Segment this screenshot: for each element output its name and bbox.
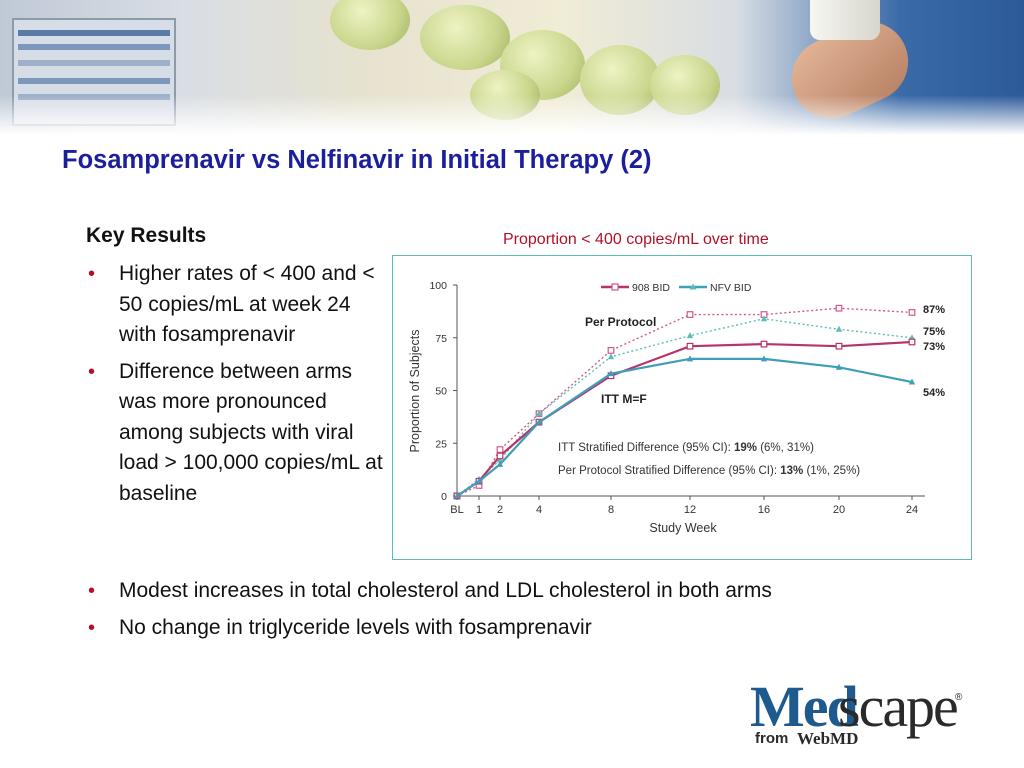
legend-label-908: 908 BID	[632, 282, 670, 294]
series-end-label: 87%	[923, 304, 945, 316]
bullet-list-top: • Higher rates of < 400 and < 50 copies/…	[86, 259, 386, 515]
x-tick-label: 16	[758, 504, 770, 516]
chart-legend: 908 BID NFV BID	[601, 282, 752, 294]
logo-webmd-text: WebMD	[797, 729, 859, 748]
list-item: • Modest increases in total cholesterol …	[86, 576, 986, 607]
list-item: • No change in triglyceride levels with …	[86, 613, 986, 644]
banner-pill-graphic	[420, 5, 510, 70]
data-point	[835, 363, 843, 370]
list-item: • Difference between arms was more prono…	[86, 357, 386, 510]
series-end-label: 75%	[923, 326, 945, 338]
data-point	[475, 477, 483, 484]
data-point	[908, 378, 916, 385]
data-point	[686, 332, 694, 339]
annotation-itt-difference: ITT Stratified Difference (95% CI): 19% …	[558, 442, 814, 454]
y-tick-label: 50	[435, 386, 447, 398]
x-tick-label: 12	[684, 504, 696, 516]
series-end-label: 54%	[923, 387, 945, 399]
data-point	[835, 304, 843, 312]
bullet-text: No change in triglyceride levels with fo…	[119, 615, 592, 639]
banner-monitor-graphic	[12, 18, 176, 126]
data-point	[535, 410, 543, 417]
y-tick-label: 25	[435, 438, 447, 450]
data-point	[908, 338, 916, 346]
legend-label-nfv: NFV BID	[710, 282, 752, 294]
x-tick-label: 4	[536, 504, 542, 516]
banner-pill-graphic	[580, 45, 660, 115]
line-chart: Proportion of Subjects Study Week 908 BI…	[408, 280, 945, 535]
data-point	[496, 460, 504, 467]
slide-title: Fosamprenavir vs Nelfinavir in Initial T…	[62, 146, 652, 174]
x-tick-label: 1	[476, 504, 482, 516]
x-tick-label: 8	[608, 504, 614, 516]
data-point	[496, 452, 504, 460]
y-tick-label: 75	[435, 333, 447, 345]
data-point	[607, 370, 615, 377]
banner-bottle-graphic	[810, 0, 880, 40]
x-tick-label: 2	[497, 504, 503, 516]
banner-pill-graphic	[470, 70, 540, 120]
data-point	[760, 340, 768, 348]
x-tick-label: 20	[833, 504, 845, 516]
key-results-heading: Key Results	[86, 224, 207, 247]
y-tick-label: 0	[441, 491, 447, 503]
bullet-icon: •	[88, 360, 96, 383]
logo-registered-mark: ®	[955, 692, 963, 703]
medscape-logo: Med scape ® from WebMD	[750, 678, 970, 750]
bullet-text: Higher rates of < 400 and < 50 copies/mL…	[119, 262, 375, 346]
data-point	[496, 446, 504, 453]
list-item: • Higher rates of < 400 and < 50 copies/…	[86, 259, 386, 351]
bullet-icon: •	[88, 616, 96, 639]
x-tick-label: 24	[906, 504, 918, 516]
data-point	[535, 418, 543, 425]
annotation-pp-difference: Per Protocol Stratified Difference (95% …	[558, 465, 860, 477]
x-axis-label: Study Week	[649, 521, 717, 535]
data-point	[453, 492, 461, 499]
annotation-itt: ITT M=F	[601, 392, 647, 406]
logo-from-text: from	[755, 730, 789, 747]
bullet-list-bottom: • Modest increases in total cholesterol …	[86, 576, 986, 649]
bullet-icon: •	[88, 263, 96, 285]
x-tick-label: BL	[450, 504, 463, 516]
logo-med-text: Med	[750, 674, 859, 739]
banner-pill-graphic	[330, 0, 410, 50]
bullet-text: Difference between arms was more pronoun…	[119, 359, 383, 505]
data-point	[908, 309, 916, 316]
bullet-text: Modest increases in total cholesterol an…	[119, 579, 772, 602]
annotation-per-protocol: Per Protocol	[585, 315, 656, 329]
chart-caption: Proportion < 400 copies/mL over time	[503, 231, 769, 248]
data-point	[607, 347, 615, 354]
y-axis-label: Proportion of Subjects	[408, 330, 422, 453]
chart-panel: Proportion of Subjects Study Week 908 BI…	[392, 255, 972, 560]
data-point	[835, 342, 843, 350]
data-point	[686, 311, 694, 318]
bullet-icon: •	[88, 580, 96, 602]
data-point	[760, 355, 768, 362]
series-end-label: 73%	[923, 341, 945, 353]
data-point	[835, 325, 843, 332]
data-point	[607, 353, 615, 360]
logo-scape-text: scape	[838, 674, 959, 739]
y-tick-label: 100	[429, 280, 447, 292]
data-point	[686, 342, 694, 350]
header-banner-image	[0, 0, 1024, 135]
data-point	[686, 355, 694, 362]
banner-pill-graphic	[650, 55, 720, 115]
data-point	[760, 315, 768, 322]
